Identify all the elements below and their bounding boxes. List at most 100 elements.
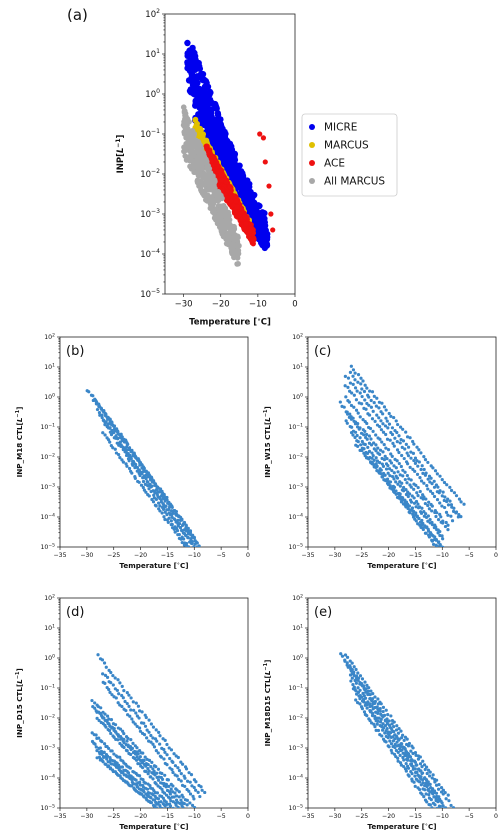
data-point <box>441 788 445 792</box>
data-point <box>374 404 378 408</box>
data-point <box>396 482 400 486</box>
data-point <box>183 784 187 788</box>
data-point <box>159 755 163 759</box>
data-point <box>185 798 189 802</box>
data-point <box>419 511 424 515</box>
data-point <box>175 520 179 524</box>
data-point <box>351 368 356 372</box>
data-point <box>127 447 132 451</box>
data-point <box>451 806 456 808</box>
data-point <box>360 439 364 444</box>
data-point <box>426 519 430 523</box>
data-point <box>420 506 424 510</box>
data-point <box>167 746 171 750</box>
data-point <box>424 531 428 535</box>
data-point <box>432 789 437 793</box>
x-tick-label: −15 <box>161 552 174 559</box>
y-axis-label: INP_W15 CTL[L−1] <box>263 406 272 478</box>
data-point <box>441 490 445 494</box>
data-point <box>367 434 371 438</box>
data-point <box>434 783 439 787</box>
data-point <box>436 531 440 535</box>
data-point <box>182 801 186 806</box>
data-point <box>432 479 436 483</box>
data-point <box>218 177 225 183</box>
chart-panel-a: −30 −20 −10 0 10−5 10−4 10−3 10−2 10−1 100 101 102 T… <box>67 6 398 328</box>
data-point <box>424 792 428 796</box>
data-point <box>182 117 188 123</box>
data-point <box>142 721 146 725</box>
data-point <box>389 414 393 418</box>
x-axis-label: Temperature [∘C] <box>119 561 188 570</box>
data-point <box>384 446 388 450</box>
data-point <box>406 462 410 466</box>
data-point <box>386 713 390 717</box>
data-point <box>449 803 453 808</box>
data-point <box>413 469 417 473</box>
data-point <box>413 760 418 764</box>
data-point <box>435 806 439 808</box>
data-point <box>450 519 455 523</box>
chart-panel-b: −35 −30 −25 −20 −15 −10 −5 010−510−410−310−210−… <box>15 332 250 570</box>
data-point <box>444 797 448 801</box>
data-point <box>415 491 419 495</box>
data-point <box>389 461 394 465</box>
data-point <box>123 450 127 454</box>
legend-entry: MARCUS <box>324 140 369 152</box>
data-point <box>411 451 416 455</box>
data-point <box>108 440 112 444</box>
data-point <box>154 504 158 508</box>
data-point <box>355 701 360 705</box>
data-point <box>352 674 357 678</box>
data-point <box>135 746 139 750</box>
data-point <box>123 699 127 704</box>
panel-label: (e) <box>314 605 332 620</box>
data-point <box>137 749 142 753</box>
data-point <box>94 745 98 749</box>
data-point <box>216 212 222 218</box>
data-point <box>406 766 411 770</box>
data-point <box>195 171 202 177</box>
x-axis-c: −35 −30 −25 −20 −15 −10 −5 0 <box>301 547 498 559</box>
data-point <box>225 195 231 201</box>
legend-marker <box>309 160 315 166</box>
y-tick-label: 10−1 <box>288 422 303 431</box>
data-point <box>421 759 425 763</box>
data-point <box>424 515 429 519</box>
data-point <box>393 436 397 440</box>
data-point <box>454 511 458 515</box>
y-tick-label: 100 <box>44 392 55 401</box>
data-point <box>233 198 239 205</box>
data-point <box>445 483 449 487</box>
data-point <box>171 784 175 788</box>
data-point <box>147 739 151 743</box>
data-point <box>424 497 428 501</box>
data-point <box>135 755 139 759</box>
data-point <box>413 774 417 778</box>
data-point <box>190 784 194 788</box>
data-point <box>139 483 144 487</box>
data-point <box>160 771 164 776</box>
data-point <box>366 445 370 449</box>
data-point <box>95 402 99 406</box>
data-point <box>385 419 389 423</box>
data-point <box>145 736 149 740</box>
data-point <box>155 492 159 497</box>
data-point <box>103 411 107 416</box>
data-point <box>357 694 361 698</box>
data-point <box>169 523 173 527</box>
x-tick-label: −5 <box>465 813 474 820</box>
data-point <box>437 540 441 544</box>
data-point <box>442 480 447 485</box>
data-point <box>384 740 388 744</box>
data-point <box>426 527 430 531</box>
data-point <box>357 427 361 431</box>
data-point <box>404 492 409 497</box>
data-point <box>109 681 113 685</box>
data-point <box>170 768 174 772</box>
data-point <box>399 763 403 767</box>
y-tick-label: 10−5 <box>40 542 55 551</box>
data-point <box>415 445 419 449</box>
data-point <box>367 395 371 399</box>
data-point <box>413 461 418 465</box>
